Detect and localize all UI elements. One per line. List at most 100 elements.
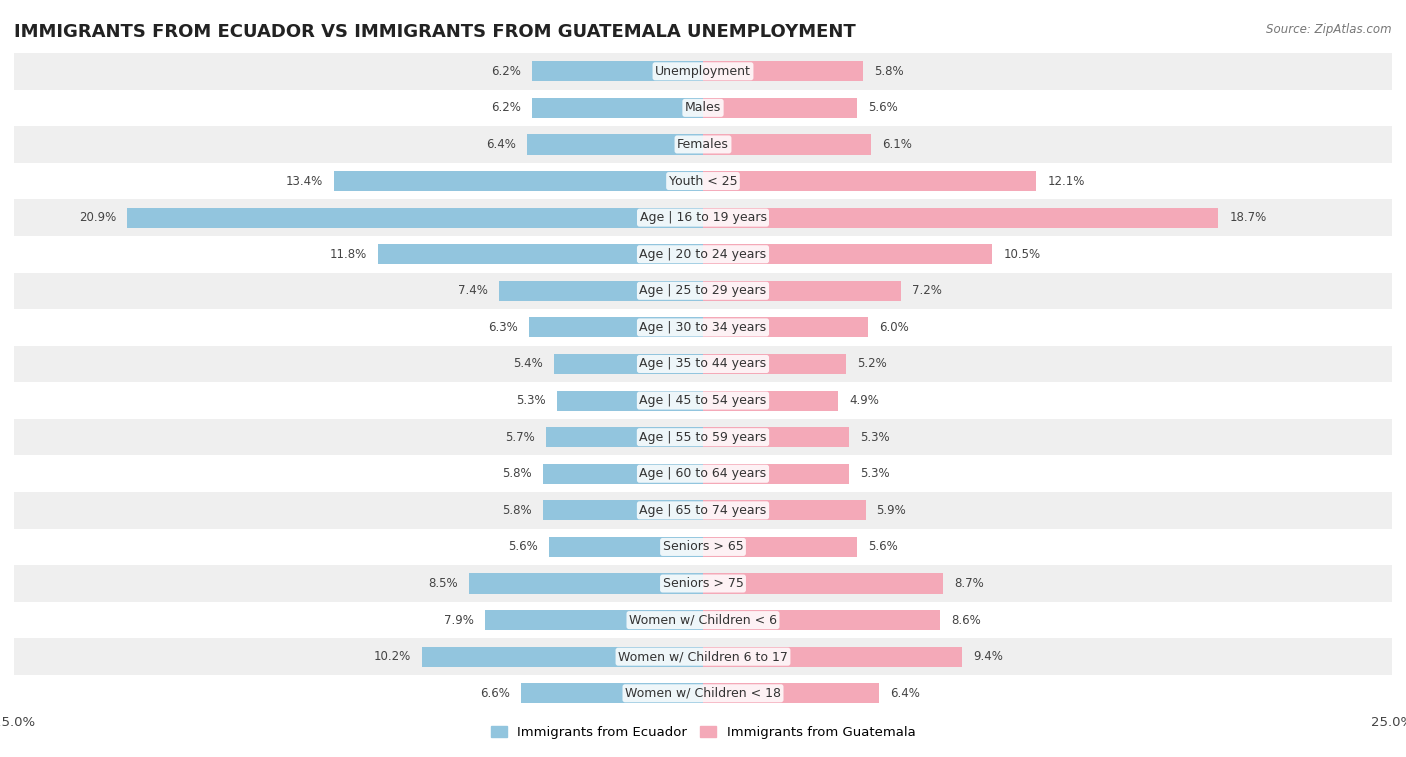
Bar: [468, 574, 703, 593]
Bar: [14, 675, 1392, 712]
Bar: [127, 207, 703, 228]
Text: 5.3%: 5.3%: [860, 467, 890, 480]
Bar: [703, 610, 941, 630]
Text: Age | 20 to 24 years: Age | 20 to 24 years: [640, 248, 766, 260]
Bar: [14, 528, 1392, 565]
Bar: [548, 537, 703, 557]
Text: 11.8%: 11.8%: [329, 248, 367, 260]
Text: Age | 16 to 19 years: Age | 16 to 19 years: [640, 211, 766, 224]
Text: Youth < 25: Youth < 25: [669, 175, 737, 188]
Bar: [703, 135, 872, 154]
Text: Age | 45 to 54 years: Age | 45 to 54 years: [640, 394, 766, 407]
Text: Women w/ Children 6 to 17: Women w/ Children 6 to 17: [619, 650, 787, 663]
Text: 5.4%: 5.4%: [513, 357, 543, 370]
Bar: [14, 456, 1392, 492]
Text: 6.4%: 6.4%: [485, 138, 516, 151]
Text: 5.7%: 5.7%: [505, 431, 534, 444]
Text: Age | 60 to 64 years: Age | 60 to 64 years: [640, 467, 766, 480]
Text: 10.5%: 10.5%: [1004, 248, 1040, 260]
Text: Seniors > 65: Seniors > 65: [662, 540, 744, 553]
Text: 12.1%: 12.1%: [1047, 175, 1085, 188]
Text: 6.0%: 6.0%: [879, 321, 910, 334]
Text: Age | 25 to 29 years: Age | 25 to 29 years: [640, 285, 766, 298]
Bar: [14, 309, 1392, 346]
Text: Unemployment: Unemployment: [655, 65, 751, 78]
Bar: [543, 464, 703, 484]
Bar: [703, 207, 1219, 228]
Text: Age | 30 to 34 years: Age | 30 to 34 years: [640, 321, 766, 334]
Text: 4.9%: 4.9%: [849, 394, 879, 407]
Bar: [703, 646, 962, 667]
Bar: [703, 464, 849, 484]
Bar: [703, 171, 1036, 191]
Bar: [14, 492, 1392, 528]
Text: 5.6%: 5.6%: [508, 540, 537, 553]
Text: 5.3%: 5.3%: [516, 394, 546, 407]
Text: 7.4%: 7.4%: [458, 285, 488, 298]
Bar: [14, 346, 1392, 382]
Text: 5.2%: 5.2%: [858, 357, 887, 370]
Bar: [422, 646, 703, 667]
Bar: [703, 61, 863, 81]
Bar: [14, 236, 1392, 273]
Bar: [485, 610, 703, 630]
Text: 7.9%: 7.9%: [444, 614, 474, 627]
Bar: [703, 427, 849, 447]
Text: 8.6%: 8.6%: [950, 614, 981, 627]
Text: Age | 65 to 74 years: Age | 65 to 74 years: [640, 504, 766, 517]
Text: 7.2%: 7.2%: [912, 285, 942, 298]
Bar: [557, 391, 703, 410]
Bar: [703, 354, 846, 374]
Text: 9.4%: 9.4%: [973, 650, 1002, 663]
Text: 5.8%: 5.8%: [875, 65, 904, 78]
Text: 13.4%: 13.4%: [285, 175, 323, 188]
Text: Females: Females: [678, 138, 728, 151]
Bar: [499, 281, 703, 301]
Text: 5.6%: 5.6%: [869, 540, 898, 553]
Text: 6.1%: 6.1%: [882, 138, 912, 151]
Text: Source: ZipAtlas.com: Source: ZipAtlas.com: [1267, 23, 1392, 36]
Bar: [14, 163, 1392, 199]
Text: 8.5%: 8.5%: [427, 577, 458, 590]
Text: 6.6%: 6.6%: [481, 687, 510, 699]
Text: Women w/ Children < 18: Women w/ Children < 18: [626, 687, 780, 699]
Bar: [14, 602, 1392, 638]
Bar: [522, 684, 703, 703]
Bar: [554, 354, 703, 374]
Bar: [14, 419, 1392, 456]
Bar: [14, 565, 1392, 602]
Text: Males: Males: [685, 101, 721, 114]
Bar: [543, 500, 703, 520]
Bar: [703, 391, 838, 410]
Bar: [378, 245, 703, 264]
Text: Seniors > 75: Seniors > 75: [662, 577, 744, 590]
Text: 5.8%: 5.8%: [502, 504, 531, 517]
Text: Women w/ Children < 6: Women w/ Children < 6: [628, 614, 778, 627]
Bar: [703, 317, 869, 338]
Bar: [703, 574, 943, 593]
Bar: [14, 273, 1392, 309]
Bar: [14, 126, 1392, 163]
Text: 5.8%: 5.8%: [502, 467, 531, 480]
Bar: [703, 281, 901, 301]
Bar: [531, 98, 703, 118]
Text: 6.2%: 6.2%: [491, 65, 522, 78]
Text: 18.7%: 18.7%: [1229, 211, 1267, 224]
Text: 5.3%: 5.3%: [860, 431, 890, 444]
Text: 6.3%: 6.3%: [489, 321, 519, 334]
Bar: [14, 638, 1392, 675]
Bar: [527, 135, 703, 154]
Text: 6.4%: 6.4%: [890, 687, 921, 699]
Bar: [546, 427, 703, 447]
Bar: [703, 537, 858, 557]
Bar: [333, 171, 703, 191]
Text: 6.2%: 6.2%: [491, 101, 522, 114]
Text: IMMIGRANTS FROM ECUADOR VS IMMIGRANTS FROM GUATEMALA UNEMPLOYMENT: IMMIGRANTS FROM ECUADOR VS IMMIGRANTS FR…: [14, 23, 856, 41]
Bar: [703, 500, 866, 520]
Bar: [14, 89, 1392, 126]
Bar: [531, 61, 703, 81]
Text: Age | 35 to 44 years: Age | 35 to 44 years: [640, 357, 766, 370]
Bar: [530, 317, 703, 338]
Bar: [14, 382, 1392, 419]
Text: 10.2%: 10.2%: [374, 650, 411, 663]
